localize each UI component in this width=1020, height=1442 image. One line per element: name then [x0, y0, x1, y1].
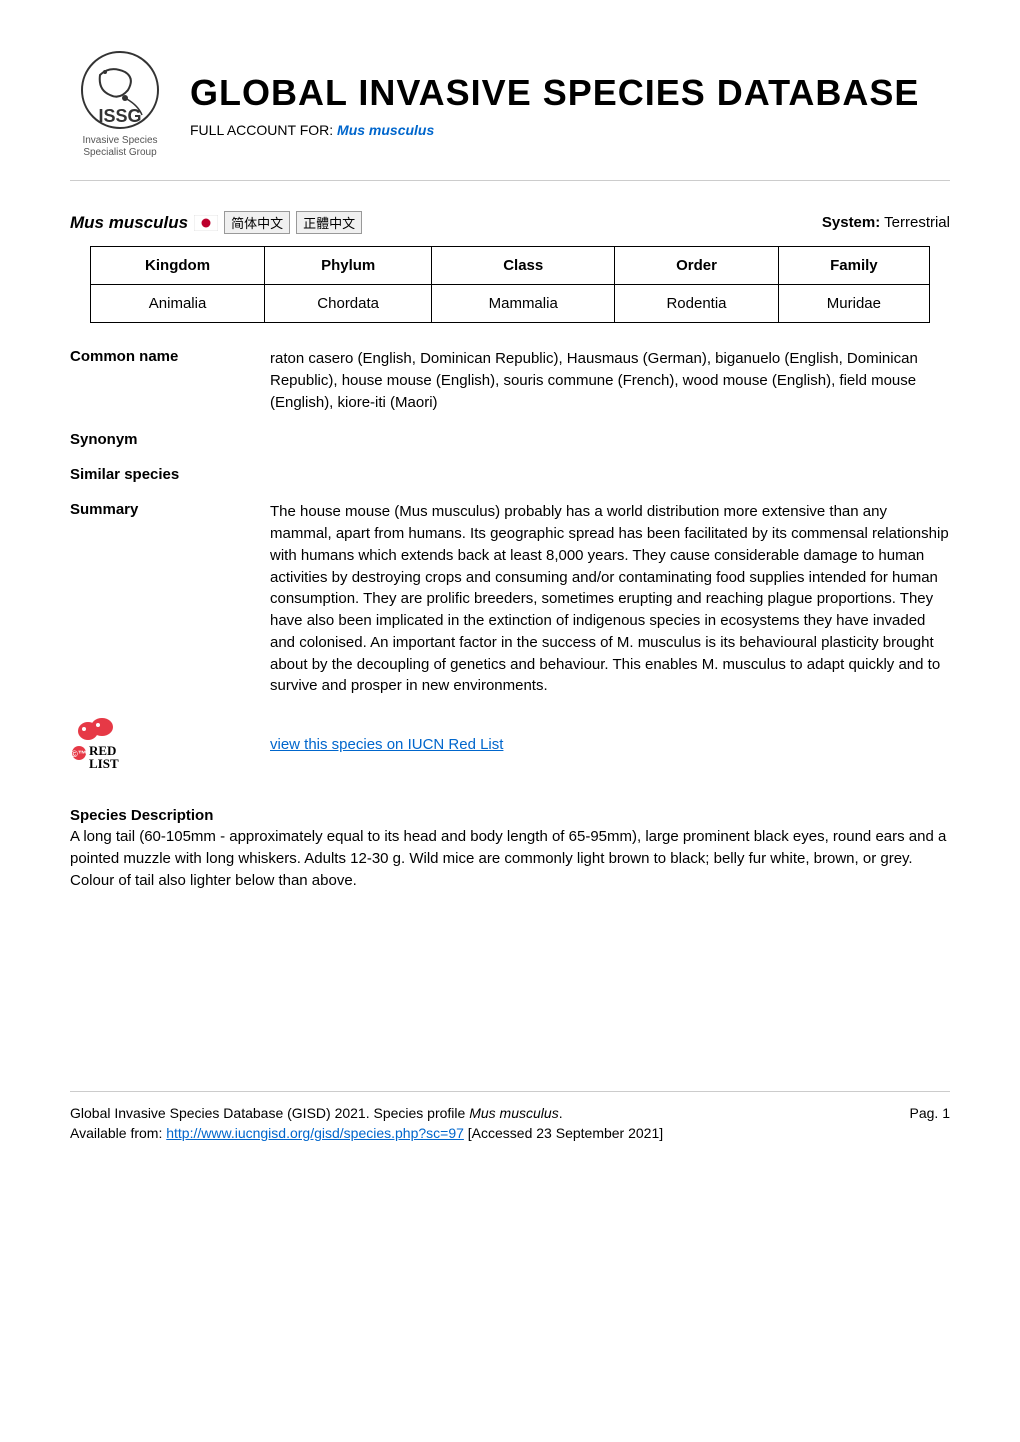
- full-account-subtitle: FULL ACCOUNT FOR: Mus musculus: [190, 122, 950, 138]
- val-kingdom: Animalia: [91, 285, 265, 323]
- species-description-heading: Species Description: [70, 807, 950, 824]
- taxonomy-table: Kingdom Phylum Class Order Family Animal…: [90, 246, 930, 323]
- table-header-row: Kingdom Phylum Class Order Family: [91, 247, 930, 285]
- redlist-link[interactable]: view this species on IUCN Red List: [270, 736, 503, 753]
- page-footer: Global Invasive Species Database (GISD) …: [70, 1091, 950, 1143]
- page-header: ISSG Invasive Species Specialist Group G…: [70, 50, 950, 181]
- species-name-heading: Mus musculus: [70, 213, 188, 233]
- val-family: Muridae: [778, 285, 929, 323]
- database-title: GLOBAL INVASIVE SPECIES DATABASE: [190, 72, 950, 114]
- synonym-label: Synonym: [70, 431, 270, 448]
- footer-citation: Global Invasive Species Database (GISD) …: [70, 1104, 663, 1143]
- system-label-key: System:: [822, 214, 880, 231]
- iucn-redlist-logo: ©™ RED LIST: [70, 717, 130, 772]
- footer-line2-suffix: [Accessed 23 September 2021]: [464, 1125, 663, 1141]
- lang-traditional-button[interactable]: 正體中文: [296, 211, 362, 234]
- svg-text:Specialist Group: Specialist Group: [83, 147, 157, 158]
- col-kingdom: Kingdom: [91, 247, 265, 285]
- svg-text:ISSG: ISSG: [98, 106, 141, 126]
- footer-line1-prefix: Global Invasive Species Database (GISD) …: [70, 1105, 469, 1121]
- summary-section: Summary The house mouse (Mus musculus) p…: [70, 501, 950, 697]
- footer-url-link[interactable]: http://www.iucngisd.org/gisd/species.php…: [166, 1125, 464, 1141]
- common-name-label: Common name: [70, 348, 270, 413]
- similar-species-section: Similar species: [70, 466, 950, 483]
- species-title-left: Mus musculus 简体中文 正體中文: [70, 211, 362, 234]
- lang-simplified-button[interactable]: 简体中文: [224, 211, 290, 234]
- system-label: System: Terrestrial: [822, 214, 950, 231]
- summary-label: Summary: [70, 501, 270, 697]
- issg-logo: ISSG Invasive Species Specialist Group: [70, 50, 170, 160]
- col-class: Class: [432, 247, 615, 285]
- subtitle-species: Mus musculus: [337, 122, 434, 138]
- header-text-block: GLOBAL INVASIVE SPECIES DATABASE FULL AC…: [190, 72, 950, 138]
- system-value: Terrestrial: [884, 214, 950, 231]
- common-name-section: Common name raton casero (English, Domin…: [70, 348, 950, 413]
- footer-species: Mus musculus: [469, 1105, 558, 1121]
- footer-line1-suffix: .: [559, 1105, 563, 1121]
- col-family: Family: [778, 247, 929, 285]
- val-phylum: Chordata: [265, 285, 432, 323]
- footer-page-number: Pag. 1: [910, 1104, 950, 1143]
- redlist-row: ©™ RED LIST view this species on IUCN Re…: [70, 717, 950, 772]
- summary-content: The house mouse (Mus musculus) probably …: [270, 501, 950, 697]
- similar-species-content: [270, 466, 950, 483]
- footer-line2-prefix: Available from:: [70, 1125, 166, 1141]
- table-data-row: Animalia Chordata Mammalia Rodentia Muri…: [91, 285, 930, 323]
- subtitle-prefix: FULL ACCOUNT FOR:: [190, 122, 337, 138]
- svg-text:©™: ©™: [71, 749, 87, 759]
- species-description-body: A long tail (60-105mm - approximately eq…: [70, 826, 950, 891]
- synonym-section: Synonym: [70, 431, 950, 448]
- svg-text:Invasive Species: Invasive Species: [82, 135, 157, 146]
- common-name-content: raton casero (English, Dominican Republi…: [270, 348, 950, 413]
- japan-flag-icon: [194, 215, 218, 231]
- col-order: Order: [615, 247, 779, 285]
- col-phylum: Phylum: [265, 247, 432, 285]
- synonym-content: [270, 431, 950, 448]
- val-class: Mammalia: [432, 285, 615, 323]
- val-order: Rodentia: [615, 285, 779, 323]
- species-title-row: Mus musculus 简体中文 正體中文 System: Terrestri…: [70, 211, 950, 234]
- similar-species-label: Similar species: [70, 466, 270, 483]
- svg-text:LIST: LIST: [89, 756, 119, 771]
